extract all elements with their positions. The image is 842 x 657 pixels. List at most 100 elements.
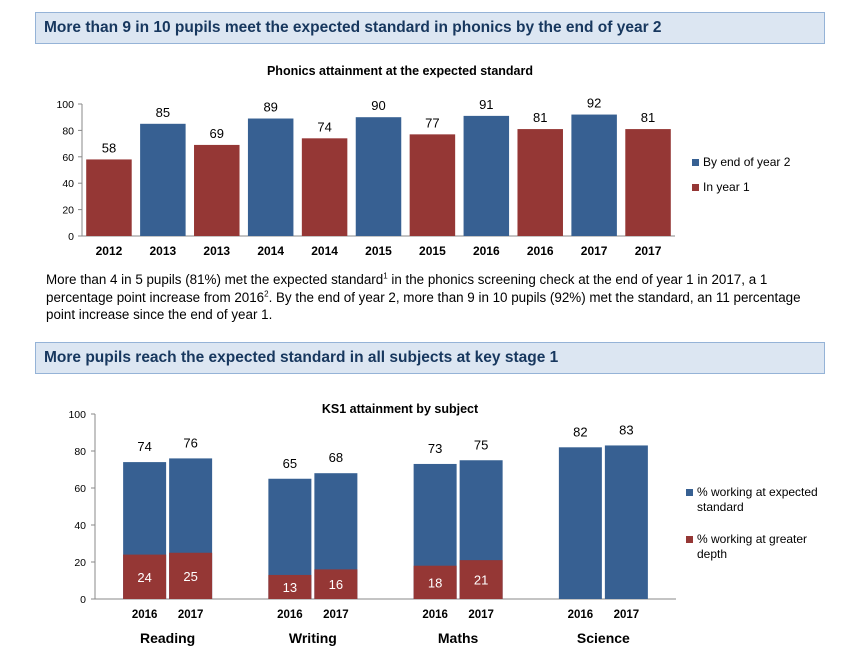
data-label: 68 xyxy=(329,450,343,465)
x-tick-label: 2015 xyxy=(365,244,392,258)
paragraph-text: in the phonics screening check at the en… xyxy=(46,272,768,305)
bar-greater-depth xyxy=(123,554,167,599)
subject-label: Writing xyxy=(289,630,337,646)
data-label: 25 xyxy=(183,569,197,584)
x-tick-label: 2015 xyxy=(419,244,446,258)
legend-swatch-red xyxy=(692,184,699,191)
bar-expected xyxy=(604,445,648,599)
x-tick-label: 2016 xyxy=(473,244,500,258)
phonics-legend: By end of year 2 In year 1 xyxy=(692,155,790,205)
year-label: 2017 xyxy=(468,609,494,621)
section-heading: More than 9 in 10 pupils meet the expect… xyxy=(44,19,662,36)
data-label: 81 xyxy=(533,110,547,125)
data-label: 65 xyxy=(283,456,297,471)
bar-greater-depth xyxy=(169,552,213,599)
paragraph-text: . By the end of year 2, more than 9 in 1… xyxy=(46,289,801,323)
bar-greater-depth xyxy=(268,574,312,599)
data-label: 77 xyxy=(425,115,439,130)
bar xyxy=(86,159,132,236)
y-tick-label: 100 xyxy=(56,99,74,111)
data-label: 91 xyxy=(479,97,493,112)
year-label: 2017 xyxy=(178,609,204,621)
y-tick-label: 0 xyxy=(80,594,86,606)
subject-label: Science xyxy=(577,630,630,646)
phonics-chart: 0 20 40 60 80 100 58 2012 85 2013 69 2013 89 2014 74 20… xyxy=(56,96,675,258)
x-tick-label: 2014 xyxy=(257,244,284,258)
y-tick-label: 60 xyxy=(62,152,74,164)
bar-greater-depth xyxy=(314,569,358,599)
data-label: 76 xyxy=(183,435,197,450)
y-tick-label: 40 xyxy=(62,178,74,190)
x-tick-label: 2014 xyxy=(311,244,338,258)
bar xyxy=(355,117,402,236)
y-tick-label: 80 xyxy=(62,125,74,137)
footnote-ref: 2 xyxy=(264,289,269,299)
data-label: 83 xyxy=(619,422,633,437)
bar xyxy=(463,115,510,236)
ks1-legend: % working at expected standard % working… xyxy=(686,485,826,579)
data-label: 69 xyxy=(210,126,224,141)
data-label: 89 xyxy=(263,100,277,115)
y-tick-label: 40 xyxy=(74,520,86,532)
bar xyxy=(625,129,671,236)
bar-greater-depth xyxy=(413,565,457,599)
bar xyxy=(194,144,240,236)
bar xyxy=(571,114,617,236)
legend-label: By end of year 2 xyxy=(703,155,791,169)
year-label: 2016 xyxy=(422,609,448,621)
bar xyxy=(140,123,186,236)
paragraph-text: More than 4 in 5 pupils (81%) met the ex… xyxy=(46,272,384,287)
data-label: 24 xyxy=(137,570,151,585)
data-label: 73 xyxy=(428,441,442,456)
x-tick-label: 2017 xyxy=(635,244,662,258)
x-tick-label: 2013 xyxy=(203,244,230,258)
data-label: 16 xyxy=(329,577,343,592)
y-tick-label: 0 xyxy=(68,231,74,243)
data-label: 82 xyxy=(573,424,587,439)
y-tick-label: 100 xyxy=(68,409,86,421)
section-banner-ks1: More pupils reach the expected standard … xyxy=(35,342,825,374)
bar xyxy=(409,134,456,236)
data-label: 90 xyxy=(371,98,385,113)
y-tick-label: 20 xyxy=(74,557,86,569)
data-label: 74 xyxy=(317,119,331,134)
bar-expected xyxy=(558,447,602,599)
section-banner-phonics: More than 9 in 10 pupils meet the expect… xyxy=(35,12,825,44)
data-label: 21 xyxy=(474,573,488,588)
footnote-ref: 1 xyxy=(383,271,388,281)
year-label: 2016 xyxy=(568,609,594,621)
bar xyxy=(517,129,563,236)
legend-label: In year 1 xyxy=(703,180,750,194)
legend-swatch-blue xyxy=(692,159,699,166)
bar xyxy=(247,118,294,236)
y-tick-label: 20 xyxy=(62,205,74,217)
year-label: 2016 xyxy=(277,609,303,621)
legend-item: % working at expected standard xyxy=(686,485,826,515)
bar xyxy=(301,138,348,236)
subject-label: Maths xyxy=(438,630,479,646)
x-tick-label: 2017 xyxy=(581,244,608,258)
y-tick-label: 80 xyxy=(74,446,86,458)
y-tick-label: 60 xyxy=(74,483,86,495)
legend-item: In year 1 xyxy=(692,180,790,194)
legend-item: % working at greater depth xyxy=(686,532,826,562)
data-label: 81 xyxy=(641,110,655,125)
data-label: 74 xyxy=(137,439,151,454)
year-label: 2016 xyxy=(132,609,158,621)
x-tick-label: 2013 xyxy=(150,244,177,258)
legend-swatch-red xyxy=(686,536,693,543)
section-heading: More pupils reach the expected standard … xyxy=(44,349,559,366)
chart-title: KS1 attainment by subject xyxy=(321,402,479,416)
data-label: 58 xyxy=(102,140,116,155)
subject-label: Reading xyxy=(140,630,195,646)
data-label: 75 xyxy=(474,437,488,452)
x-tick-label: 2012 xyxy=(96,244,123,258)
data-label: 13 xyxy=(283,580,297,595)
data-label: 18 xyxy=(428,575,442,590)
x-tick-label: 2016 xyxy=(527,244,554,258)
chart-title: Phonics attainment at the expected stand… xyxy=(266,64,534,78)
bar-greater-depth xyxy=(459,560,503,599)
phonics-paragraph: More than 4 in 5 pupils (81%) met the ex… xyxy=(46,271,816,324)
legend-label: % working at expected standard xyxy=(697,485,818,514)
